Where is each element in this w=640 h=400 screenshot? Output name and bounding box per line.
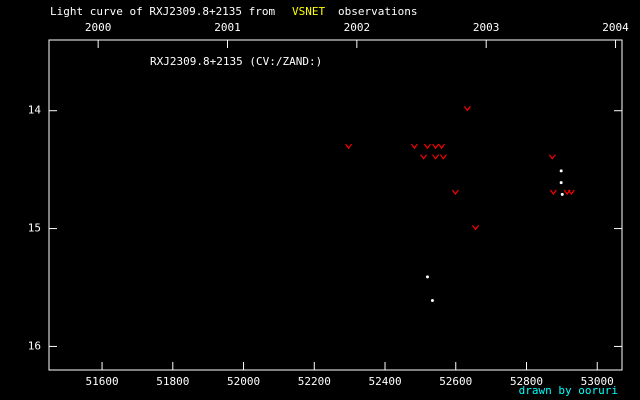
y-tick-label: 14 xyxy=(28,104,42,117)
x-tick-label: 52400 xyxy=(368,375,401,388)
x2-tick-label: 2000 xyxy=(85,21,112,34)
x2-tick-label: 2003 xyxy=(473,21,500,34)
title-source: VSNET xyxy=(292,5,325,18)
x-tick-label: 51600 xyxy=(85,375,118,388)
upper-limit-marker xyxy=(463,105,471,112)
upper-limit-marker xyxy=(420,154,428,160)
plot-frame xyxy=(48,39,623,371)
upper-limit-marker xyxy=(423,143,431,150)
y-tick-label: 16 xyxy=(28,339,41,352)
upper-limit-marker xyxy=(548,154,556,160)
observation-point xyxy=(430,298,434,302)
footer: drawn by ooruri xyxy=(519,384,618,397)
upper-limit-marker xyxy=(345,143,353,150)
x-tick-label: 52200 xyxy=(298,375,331,388)
x2-tick-label: 2001 xyxy=(214,21,241,34)
upper-limit-marker xyxy=(439,154,447,160)
upper-limit-marker xyxy=(451,189,459,196)
x2-tick-label: 2004 xyxy=(602,21,629,34)
upper-limit-marker xyxy=(438,143,446,150)
x-tick-label: 52000 xyxy=(227,375,260,388)
x-tick-label: 52800 xyxy=(510,375,543,388)
upper-limit-marker xyxy=(432,154,440,160)
observation-point xyxy=(425,275,429,279)
upper-limit-marker xyxy=(410,143,418,150)
upper-limit-marker xyxy=(549,189,557,196)
upper-limit-marker xyxy=(432,143,440,150)
x-tick-label: 52600 xyxy=(439,375,472,388)
y-tick-label: 15 xyxy=(28,222,41,235)
title-suffix: observations xyxy=(338,5,417,18)
upper-limit-marker xyxy=(472,225,480,231)
x-tick-label: 51800 xyxy=(156,375,189,388)
observation-point xyxy=(559,181,563,185)
annotation: RXJ2309.8+2135 (CV:/ZAND:) xyxy=(150,55,322,68)
x2-tick-label: 2002 xyxy=(344,21,371,34)
observation-point xyxy=(560,192,564,196)
title-prefix: Light curve of RXJ2309.8+2135 from xyxy=(50,5,276,18)
upper-limit-marker xyxy=(567,189,575,196)
x-tick-label: 53000 xyxy=(581,375,614,388)
observation-point xyxy=(559,169,563,173)
